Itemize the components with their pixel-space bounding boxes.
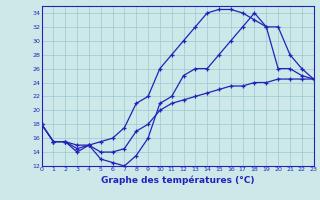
- X-axis label: Graphe des températures (°C): Graphe des températures (°C): [101, 175, 254, 185]
